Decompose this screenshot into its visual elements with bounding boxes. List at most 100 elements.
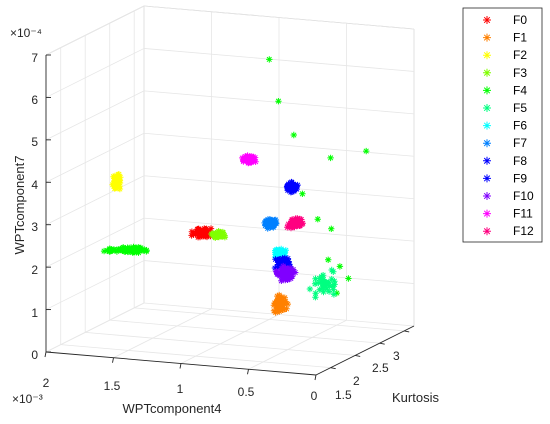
point-f5 <box>320 276 327 283</box>
point-f5 <box>315 279 322 287</box>
point-f1 <box>280 299 288 306</box>
point-f7 <box>261 219 268 227</box>
z-axis-label: WPTcomponent7 <box>12 156 27 255</box>
point-f11 <box>244 157 252 164</box>
x-tick-label: 0 <box>311 389 318 403</box>
x-tick <box>179 363 182 369</box>
x-axis-label: WPTcomponent4 <box>123 401 222 416</box>
grid-line <box>45 175 145 226</box>
point-f4 <box>333 289 340 297</box>
point-f1 <box>275 296 282 304</box>
point-f10 <box>284 266 291 273</box>
point-f4 <box>363 147 370 155</box>
z-tick-label: 2 <box>31 263 38 277</box>
x-tick <box>247 369 249 375</box>
point-f5 <box>316 275 323 282</box>
point-f10 <box>289 273 296 280</box>
point-f4 <box>345 275 352 282</box>
point-f5 <box>328 266 335 274</box>
legend-box <box>462 7 543 243</box>
grid-line <box>45 260 145 310</box>
point-f4 <box>290 131 297 139</box>
point-f5 <box>319 284 326 292</box>
legend-label-f3: F3 <box>513 66 527 80</box>
legend-label-f12: F12 <box>513 224 534 238</box>
z-tick-label: 4 <box>31 178 38 192</box>
point-f0 <box>188 232 195 239</box>
legend-label-f0: F0 <box>513 13 527 27</box>
y-tick <box>404 330 410 333</box>
point-f2 <box>114 171 122 178</box>
point-f10 <box>279 274 287 281</box>
y-tick-label: 1.5 <box>335 388 352 402</box>
point-f0 <box>196 231 203 239</box>
x-tick-label: 2 <box>43 376 50 390</box>
point-f5 <box>330 286 337 293</box>
grid-line <box>45 132 145 183</box>
point-f5 <box>331 281 338 288</box>
point-f4 <box>328 225 335 232</box>
legend-marker-f11 <box>483 209 491 218</box>
point-f1 <box>272 309 279 316</box>
legend-marker-f6 <box>483 121 491 130</box>
point-f5 <box>312 290 319 297</box>
point-f5 <box>316 286 323 293</box>
point-f12 <box>285 220 292 228</box>
point-f12 <box>298 221 306 228</box>
point-f1 <box>278 300 285 308</box>
point-f4 <box>125 248 133 255</box>
point-f8 <box>271 264 279 272</box>
y-tick <box>355 354 361 357</box>
legend-marker-f8 <box>483 156 491 165</box>
point-f12 <box>289 223 296 231</box>
z-tick-label: 7 <box>31 51 38 65</box>
point-f2 <box>115 184 122 192</box>
point-f5 <box>311 280 319 287</box>
point-f3 <box>209 232 217 239</box>
x-tick-label: 1 <box>177 382 184 396</box>
legend-label-f7: F7 <box>513 136 527 150</box>
z-tick-label: 5 <box>31 135 38 149</box>
point-f10 <box>283 268 290 275</box>
data-points <box>100 56 370 316</box>
point-f12 <box>294 221 302 228</box>
x-tick-label: 1.5 <box>104 379 121 393</box>
point-f1 <box>274 292 281 300</box>
x-tick <box>112 357 114 363</box>
point-f1 <box>284 300 291 308</box>
legend-label-f9: F9 <box>513 171 527 185</box>
point-f5 <box>306 285 314 293</box>
point-f4 <box>138 247 145 254</box>
point-f12 <box>293 216 301 224</box>
point-f0 <box>200 229 208 236</box>
point-f10 <box>274 271 281 278</box>
point-f10 <box>282 272 290 279</box>
point-f9 <box>292 184 299 191</box>
grid-line <box>45 5 145 56</box>
point-f4 <box>325 256 332 263</box>
z-tick-label: 0 <box>31 348 38 362</box>
point-f4 <box>130 248 137 256</box>
point-f10 <box>277 269 284 277</box>
point-f12 <box>284 224 291 231</box>
point-f1 <box>279 306 286 313</box>
grid-line <box>180 314 280 364</box>
legend-marker-f2 <box>483 51 491 60</box>
legend-label-f1: F1 <box>513 31 527 45</box>
point-f4 <box>299 190 306 197</box>
point-f4 <box>275 98 282 105</box>
grid-line <box>85 332 356 356</box>
y-tick <box>379 342 385 345</box>
point-f1 <box>274 301 281 308</box>
point-f4 <box>128 246 135 253</box>
point-f6 <box>282 247 289 254</box>
point-f3 <box>218 231 226 238</box>
point-f5 <box>330 291 338 298</box>
point-f4 <box>132 247 140 254</box>
point-f7 <box>262 221 269 229</box>
legend-marker-f7 <box>483 139 491 148</box>
legend-marker-f4 <box>483 86 491 95</box>
point-f7 <box>266 216 273 223</box>
legend-label-f8: F8 <box>513 154 527 168</box>
point-f4 <box>100 247 108 255</box>
